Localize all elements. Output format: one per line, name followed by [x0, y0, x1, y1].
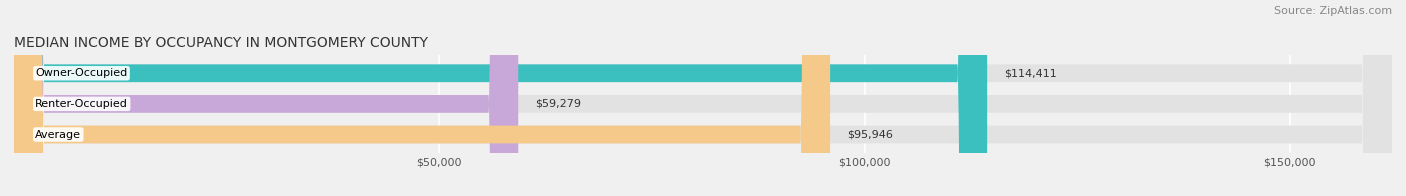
Text: MEDIAN INCOME BY OCCUPANCY IN MONTGOMERY COUNTY: MEDIAN INCOME BY OCCUPANCY IN MONTGOMERY…	[14, 35, 427, 50]
FancyBboxPatch shape	[14, 0, 1392, 196]
FancyBboxPatch shape	[14, 0, 987, 196]
Text: Source: ZipAtlas.com: Source: ZipAtlas.com	[1274, 6, 1392, 16]
FancyBboxPatch shape	[14, 0, 1392, 196]
FancyBboxPatch shape	[14, 0, 519, 196]
Text: $95,946: $95,946	[848, 130, 893, 140]
FancyBboxPatch shape	[14, 0, 1392, 196]
Text: Renter-Occupied: Renter-Occupied	[35, 99, 128, 109]
Text: Owner-Occupied: Owner-Occupied	[35, 68, 128, 78]
Text: $59,279: $59,279	[536, 99, 581, 109]
Text: $114,411: $114,411	[1004, 68, 1057, 78]
FancyBboxPatch shape	[14, 0, 830, 196]
Text: Average: Average	[35, 130, 82, 140]
